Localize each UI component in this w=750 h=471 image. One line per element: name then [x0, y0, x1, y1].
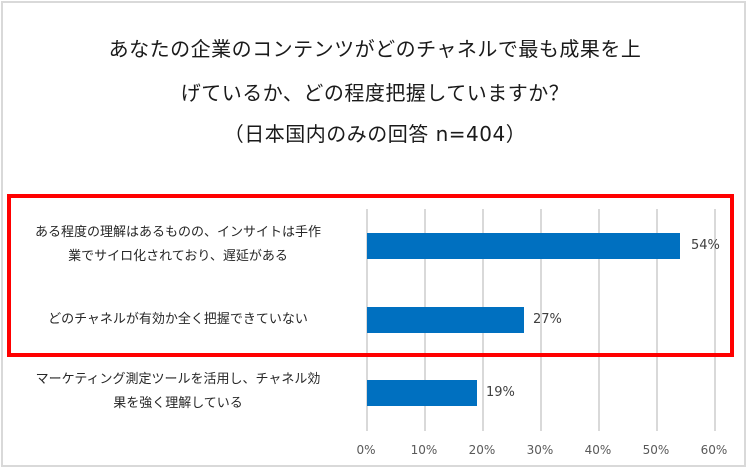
category-label-2: どのチャネルが有効か全く把握できていない: [8, 308, 348, 332]
x-tick-0: 0%: [356, 443, 376, 457]
category-label-3-line-2: 果を強く理解している: [113, 396, 243, 411]
category-label-1-line-2: 業でサイロ化されており、遅延がある: [68, 249, 288, 264]
category-label-3: マーケティング測定ツールを活用し、チャネル効 果を強く理解している: [8, 368, 348, 416]
category-label-1-line-1: ある程度の理解はあるものの、インサイトは手作: [34, 225, 321, 240]
x-tick-60: 60%: [700, 443, 728, 457]
value-label-3: 19%: [486, 385, 515, 400]
x-tick-10: 10%: [410, 443, 438, 457]
gridline-60: [714, 209, 716, 431]
chart-subtitle: （日本国内のみの回答 n=404）: [223, 122, 527, 146]
gridline-30: [540, 209, 542, 431]
gridline-50: [656, 209, 658, 431]
chart-title-line-2: げているか、どの程度把握していますか？: [180, 81, 570, 105]
value-label-1: 54%: [691, 238, 720, 253]
category-label-3-line-1: マーケティング測定ツールを活用し、チャネル効: [35, 372, 321, 387]
category-label-2-line-1: どのチャネルが有効か全く把握できていない: [48, 312, 308, 327]
bar-2: [367, 307, 524, 333]
chart-title-line-1: あなたの企業のコンテンツがどのチャネルで最も成果を上: [108, 37, 642, 61]
bar-3: [367, 380, 477, 406]
x-tick-50: 50%: [642, 443, 670, 457]
x-tick-40: 40%: [584, 443, 612, 457]
value-label-2: 27%: [533, 312, 562, 327]
x-tick-20: 20%: [468, 443, 496, 457]
bar-1: [367, 233, 680, 259]
highlight-box: [7, 194, 734, 357]
category-label-1: ある程度の理解はあるものの、インサイトは手作 業でサイロ化されており、遅延がある: [8, 221, 348, 269]
gridline-40: [598, 209, 600, 431]
x-tick-30: 30%: [526, 443, 554, 457]
